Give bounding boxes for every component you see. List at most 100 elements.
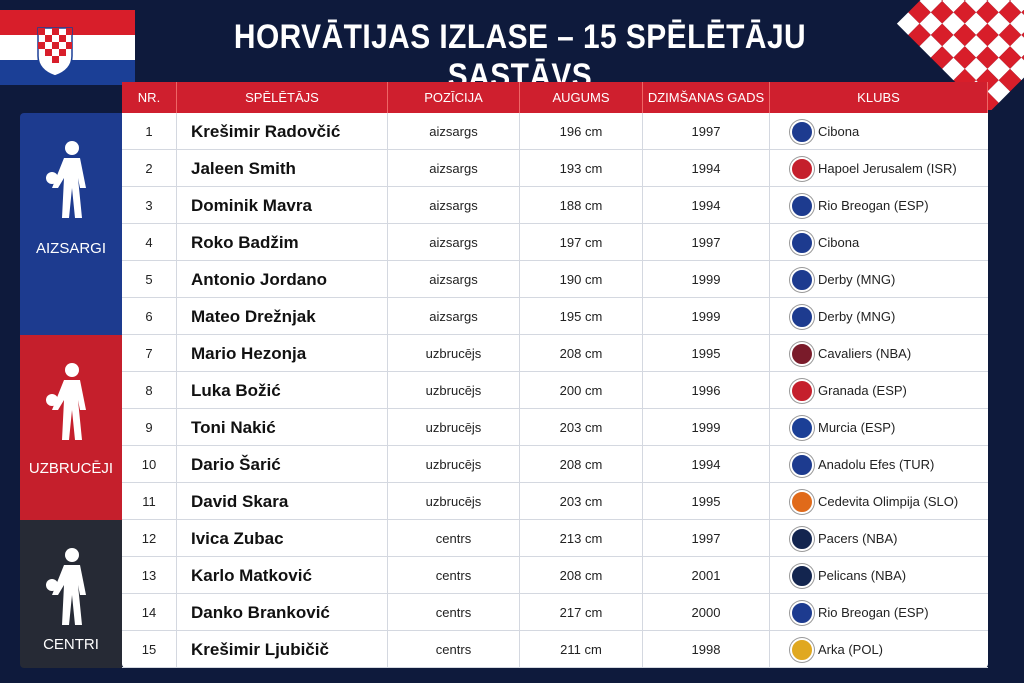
player-name: Danko Branković — [177, 594, 388, 631]
group-label: CENTRI — [43, 636, 99, 653]
height: 208 cm — [520, 557, 643, 594]
cell-nr: 14 — [122, 594, 177, 631]
cell-nr: 8 — [122, 372, 177, 409]
cell-nr: 13 — [122, 557, 177, 594]
height: 211 cm — [520, 631, 643, 668]
cell-nr: 9 — [122, 409, 177, 446]
club: Cibona — [818, 124, 860, 139]
club: Cedevita Olimpija (SLO) — [818, 494, 959, 509]
club: Derby (MNG) — [818, 272, 896, 287]
club: Cavaliers (NBA) — [818, 346, 912, 361]
row-line — [122, 557, 988, 594]
club-logo — [790, 231, 814, 255]
height: 190 cm — [520, 261, 643, 298]
cell-nr: 10 — [122, 446, 177, 483]
position: centrs — [388, 631, 520, 668]
cell-nr: 1 — [122, 113, 177, 150]
club: Murcia (ESP) — [818, 420, 896, 435]
player-name: Antonio Jordano — [177, 261, 388, 298]
table-bg — [122, 82, 988, 668]
height: 195 cm — [520, 298, 643, 335]
row-line — [122, 261, 988, 298]
row-line — [122, 594, 988, 631]
height: 213 cm — [520, 520, 643, 557]
row-line — [122, 372, 988, 409]
player-name: Jaleen Smith — [177, 150, 388, 187]
position: uzbrucējs — [388, 372, 520, 409]
club-logo — [790, 194, 814, 218]
position: aizsargs — [388, 187, 520, 224]
position: aizsargs — [388, 298, 520, 335]
birth-year: 1999 — [643, 261, 770, 298]
player-name: Karlo Matković — [177, 557, 388, 594]
player-name: Mateo Drežnjak — [177, 298, 388, 335]
group-label: AIZSARGI — [35, 240, 106, 257]
row-line — [122, 483, 988, 520]
birth-year: 1998 — [643, 631, 770, 668]
column-header: SPĒLĒTĀJS — [177, 82, 388, 113]
club-logo — [790, 416, 814, 440]
player-silhouette — [46, 548, 86, 625]
club: Arka (POL) — [818, 642, 884, 657]
club-logo — [790, 379, 814, 403]
group-label: UZBRUCĒJI — [28, 460, 114, 477]
header-bg — [122, 82, 988, 113]
column-header: NR. — [122, 82, 177, 113]
cell-nr: 11 — [122, 483, 177, 520]
cell-nr: 6 — [122, 298, 177, 335]
row-line — [122, 446, 988, 483]
club: Rio Breogan (ESP) — [818, 198, 929, 213]
column-header: KLUBS — [770, 82, 988, 113]
cell-nr: 7 — [122, 335, 177, 372]
position: centrs — [388, 594, 520, 631]
cell-nr: 4 — [122, 224, 177, 261]
club-logo — [790, 342, 814, 366]
player-silhouette — [46, 363, 86, 440]
club: Granada (ESP) — [818, 383, 907, 398]
position: uzbrucējs — [388, 483, 520, 520]
birth-year: 1999 — [643, 298, 770, 335]
birth-year: 1996 — [643, 372, 770, 409]
club: Pelicans (NBA) — [818, 568, 907, 583]
birth-year: 1995 — [643, 335, 770, 372]
player-name: Luka Božić — [177, 372, 388, 409]
birth-year: 2000 — [643, 594, 770, 631]
row-line — [122, 187, 988, 224]
birth-year: 1997 — [643, 520, 770, 557]
club-logo — [790, 268, 814, 292]
club: Hapoel Jerusalem (ISR) — [818, 161, 957, 176]
row-line — [122, 113, 988, 150]
height: 196 cm — [520, 113, 643, 150]
club-logo — [790, 638, 814, 662]
position: uzbrucējs — [388, 335, 520, 372]
row-line — [122, 150, 988, 187]
player-name: David Skara — [177, 483, 388, 520]
cell-nr: 15 — [122, 631, 177, 668]
club-logo — [790, 157, 814, 181]
cell-nr: 12 — [122, 520, 177, 557]
cell-nr: 3 — [122, 187, 177, 224]
height: 217 cm — [520, 594, 643, 631]
player-name: Toni Nakić — [177, 409, 388, 446]
player-name: Ivica Zubac — [177, 520, 388, 557]
player-silhouette — [46, 141, 86, 218]
position: aizsargs — [388, 261, 520, 298]
club-logo — [790, 527, 814, 551]
row-line — [122, 409, 988, 446]
club-logo — [790, 120, 814, 144]
player-name: Dario Šarić — [177, 446, 388, 483]
club: Rio Breogan (ESP) — [818, 605, 929, 620]
row-line — [122, 631, 988, 668]
checkerboard — [896, 0, 1024, 110]
birth-year: 2001 — [643, 557, 770, 594]
club-logo — [790, 453, 814, 477]
height: 208 cm — [520, 446, 643, 483]
birth-year: 1999 — [643, 409, 770, 446]
column-header: AUGUMS — [520, 82, 643, 113]
position: aizsargs — [388, 150, 520, 187]
birth-year: 1997 — [643, 113, 770, 150]
row-line — [122, 335, 988, 372]
height: 200 cm — [520, 372, 643, 409]
height: 193 cm — [520, 150, 643, 187]
